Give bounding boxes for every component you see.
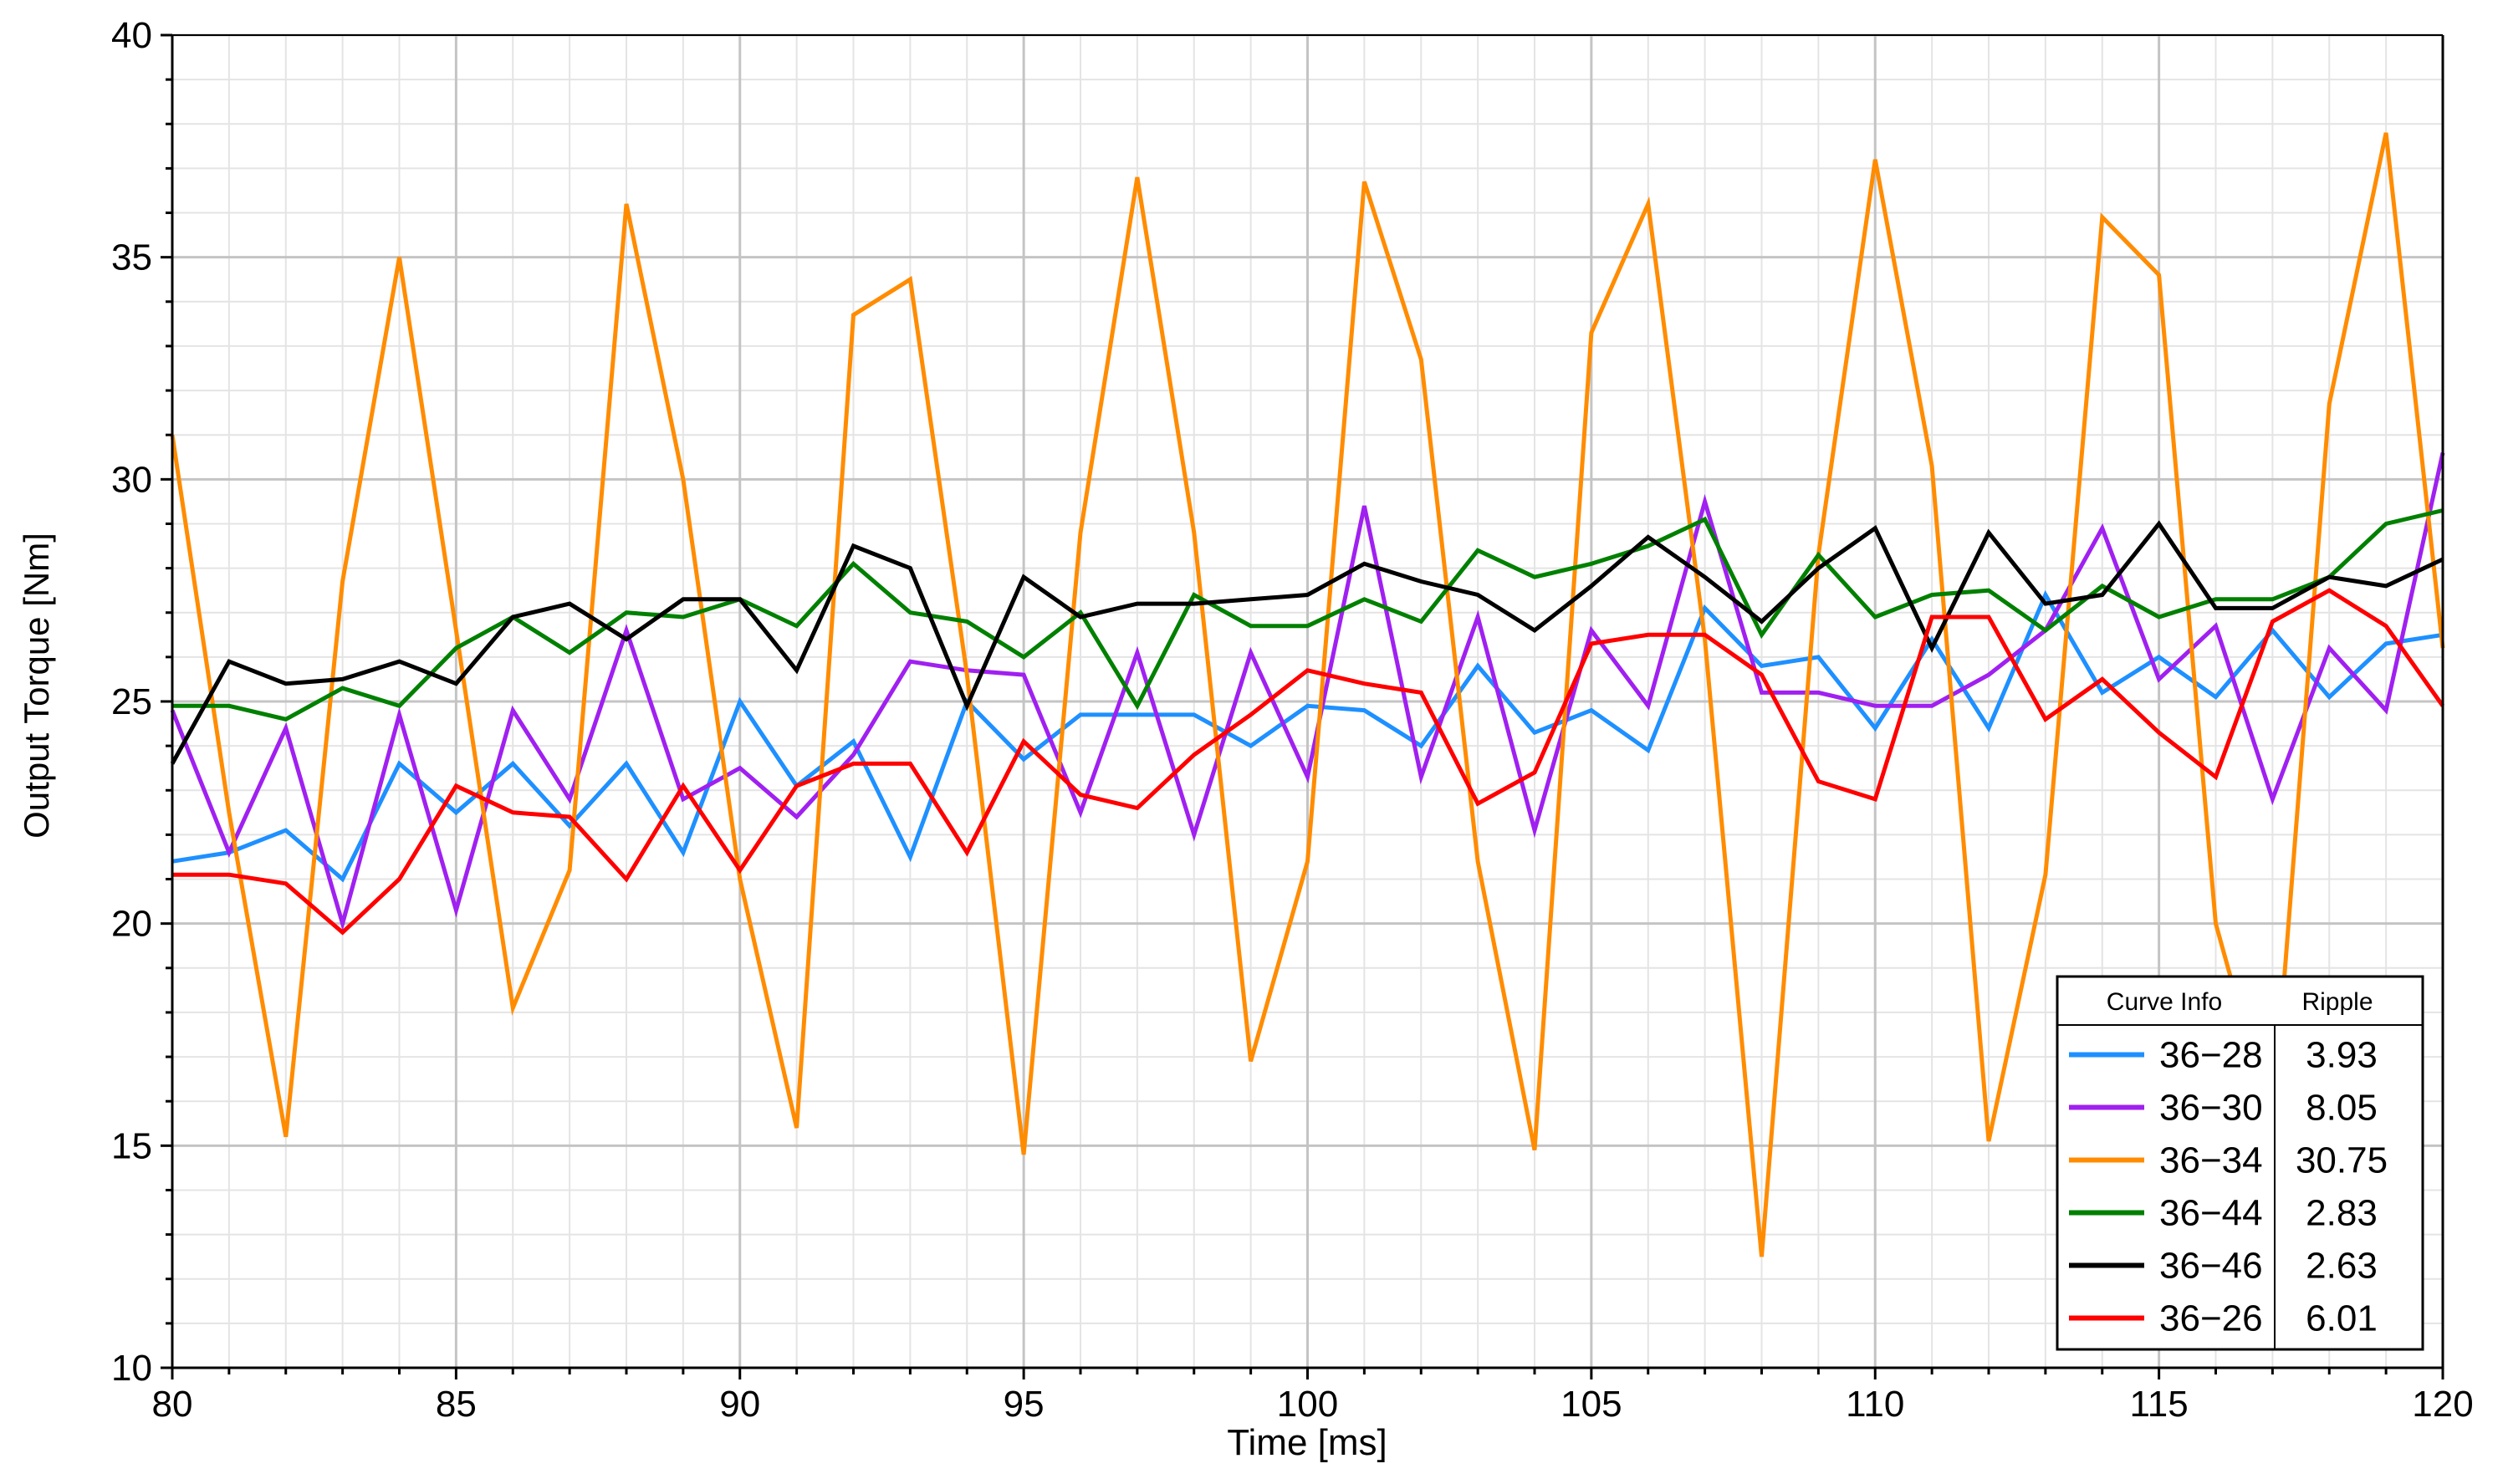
x-axis-title: Time [ms] <box>1227 1422 1387 1463</box>
legend-series-name: 36−30 <box>2159 1088 2263 1129</box>
x-tick-label: 80 <box>152 1384 193 1425</box>
series-line-36-44 <box>172 508 2444 722</box>
legend-header-ripple: Ripple <box>2301 988 2373 1016</box>
legend-ripple-value: 6.01 <box>2306 1298 2378 1339</box>
x-tick-label: 120 <box>2412 1384 2473 1425</box>
legend-series-name: 36−26 <box>2159 1298 2263 1339</box>
series-line-36-34 <box>170 132 2445 1257</box>
axes <box>161 33 2444 1379</box>
series-line-36-28 <box>171 589 2444 883</box>
legend-series-name: 36−44 <box>2159 1193 2263 1234</box>
legend-series-name: 36−46 <box>2159 1246 2263 1287</box>
series-layer <box>170 132 2445 1257</box>
y-tick-label: 15 <box>111 1125 152 1166</box>
y-tick-label: 30 <box>111 459 152 500</box>
legend-ripple-value: 2.63 <box>2306 1246 2378 1287</box>
tick-labels: 80 85 90 95 100 105 110 115 120 10 15 20 25 30 35 40 <box>111 15 2474 1425</box>
series-line-36-30 <box>170 451 2445 931</box>
series-line-36-26 <box>172 588 2445 936</box>
x-tick-label: 85 <box>436 1384 477 1425</box>
x-tick-label: 115 <box>2130 1384 2189 1425</box>
x-tick-label: 110 <box>1846 1384 1904 1425</box>
x-tick-label: 100 <box>1277 1384 1338 1425</box>
legend-ripple-value: 8.05 <box>2306 1088 2378 1129</box>
x-tick-label: 105 <box>1561 1384 1622 1425</box>
y-tick-label: 10 <box>111 1348 152 1389</box>
series-line-36-46 <box>170 520 2444 765</box>
legend-header-curve-info: Curve Info <box>2107 988 2222 1016</box>
x-tick-label: 90 <box>719 1384 760 1425</box>
y-tick-label: 25 <box>111 681 152 722</box>
legend: Curve Info Ripple 36−28 3.93 36−30 8.05 36−34 3… <box>2056 975 2424 1351</box>
legend-box <box>2056 975 2424 1351</box>
legend-ripple-value: 30.75 <box>2296 1140 2388 1181</box>
y-tick-label: 35 <box>111 237 152 278</box>
x-tick-label: 95 <box>1004 1384 1045 1425</box>
legend-series-name: 36−34 <box>2159 1140 2263 1181</box>
legend-series-name: 36−28 <box>2159 1035 2263 1076</box>
y-tick-label: 20 <box>111 904 152 945</box>
y-axis-title: Output Torque [Nm] <box>17 533 56 839</box>
legend-ripple-value: 2.83 <box>2306 1193 2378 1234</box>
legend-ripple-value: 3.93 <box>2306 1035 2378 1076</box>
y-tick-label: 40 <box>111 15 152 56</box>
